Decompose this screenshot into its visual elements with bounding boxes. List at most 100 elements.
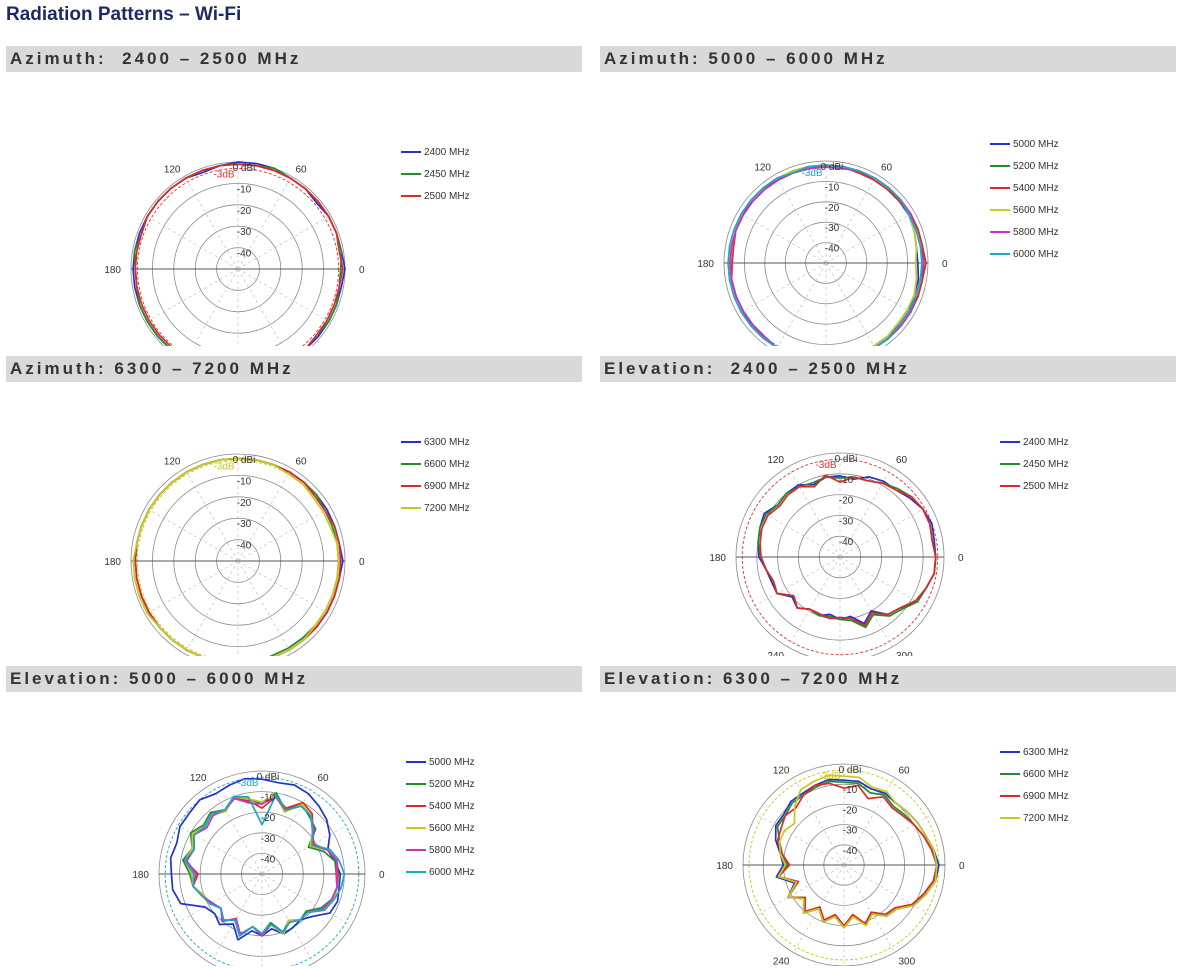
series-line [134,163,344,346]
grid-spoke [145,215,239,270]
legend-item: 5800 MHz [990,221,1059,243]
grid-spoke [261,822,352,875]
reference-label: -3dB [237,778,258,789]
page-title: Radiation Patterns – Wi-Fi [6,4,242,25]
legend-item: 5000 MHz [406,751,475,773]
grid-spoke [756,864,845,916]
ring-label: -40 [237,249,252,260]
legend-swatch [990,187,1010,189]
grid-spoke [237,560,331,615]
legend-swatch [401,463,421,465]
grid-spoke [787,556,841,648]
reference-label: -3dB [213,461,234,472]
legend-label: 5000 MHz [429,756,475,768]
angle-label: 0 [959,861,965,872]
legend-label: 5200 MHz [1013,160,1059,172]
legend-item: 6600 MHz [1000,763,1069,785]
series-line [727,164,923,346]
legend-swatch [1000,485,1020,487]
angle-label: 240 [773,956,790,966]
legend-swatch [406,871,426,873]
angle-label: 0 [379,870,385,881]
grid-spoke [145,268,239,323]
ring-label: -10 [261,793,276,804]
grid-spoke [749,504,841,558]
legend-item: 7200 MHz [1000,807,1069,829]
ring-label: -10 [843,785,858,796]
legend-item: 6900 MHz [401,475,470,497]
ring-label: -20 [825,203,840,214]
chart-title: Azimuth: 5000 – 6000 MHz [600,46,1176,72]
grid-spoke [261,784,314,875]
legend: 2400 MHz 2450 MHz 2500 MHz [401,141,470,207]
chart-title: Azimuth: 2400 – 2500 MHz [6,46,582,72]
grid-spoke [793,777,845,866]
grid-spoke [210,873,263,964]
grid-spoke [839,556,893,648]
grid-spoke [843,864,932,916]
legend-swatch [990,231,1010,233]
legend-label: 6600 MHz [424,458,470,470]
legend-item: 5200 MHz [406,773,475,795]
grid-spoke [184,176,239,270]
grid-spoke [193,268,239,346]
legend-label: 5600 MHz [1013,204,1059,216]
ring-label: -10 [825,182,840,193]
legend-label: 5400 MHz [1013,182,1059,194]
legend-swatch [401,507,421,509]
legend-item: 2400 MHz [1000,431,1069,453]
grid-spoke [749,556,841,610]
grid-spoke [843,864,895,953]
angle-label: 60 [318,773,330,784]
legend-item: 2450 MHz [1000,453,1069,475]
angle-label: 0 [359,557,365,568]
legend: 6300 MHz 6600 MHz 6900 MHz 7200 MHz [401,431,470,519]
legend: 5000 MHz 5200 MHz 5400 MHz 5600 MHz 5800 MHz… [406,751,475,883]
legend-item: 6000 MHz [990,243,1059,265]
legend-label: 6000 MHz [429,866,475,878]
angle-label: 60 [899,766,911,777]
angle-label: 180 [709,553,726,564]
legend-item: 5000 MHz [990,133,1059,155]
legend-swatch [406,849,426,851]
legend-label: 5200 MHz [429,778,475,790]
ring-label: -20 [261,813,276,824]
legend: 6300 MHz 6600 MHz 6900 MHz 7200 MHz [1000,741,1069,829]
legend-item: 5800 MHz [406,839,475,861]
legend-label: 2400 MHz [1023,436,1069,448]
ring-label: 0 dBi [257,772,280,783]
grid-spoke [261,873,352,926]
legend: 2400 MHz 2450 MHz 2500 MHz [1000,431,1069,497]
angle-label: 180 [716,861,733,872]
ring-label: -30 [237,227,252,238]
grid-spoke [172,873,263,926]
legend-swatch [406,805,426,807]
legend-label: 5000 MHz [1013,138,1059,150]
ring-label: -40 [237,541,252,552]
legend-item: 6300 MHz [401,431,470,453]
legend-swatch [401,173,421,175]
legend-item: 6600 MHz [401,453,470,475]
legend-label: 6300 MHz [424,436,470,448]
chart-title: Elevation: 6300 – 7200 MHz [600,666,1176,692]
angle-label: 120 [773,766,790,777]
legend-item: 6000 MHz [406,861,475,883]
grid-spoke [172,822,263,875]
chart-panel: Azimuth: 6300 – 7200 MHz 0 dBi -10 -20 -30 -4… [6,356,582,656]
legend-label: 2450 MHz [424,168,470,180]
grid-spoke [237,507,331,562]
ring-label: 0 dBi [821,162,844,173]
grid-spoke [237,215,331,270]
ring-label: -10 [839,475,854,486]
ring-label: -20 [237,206,252,217]
legend-item: 5200 MHz [990,155,1059,177]
angle-label: 240 [767,651,784,656]
legend-item: 2500 MHz [401,185,470,207]
series-line [730,164,927,346]
chart-panel: Elevation: 6300 – 7200 MHz 0 dBi -10 -20 -30… [600,666,1176,966]
series-line [757,475,937,625]
grid-spoke [237,268,283,346]
